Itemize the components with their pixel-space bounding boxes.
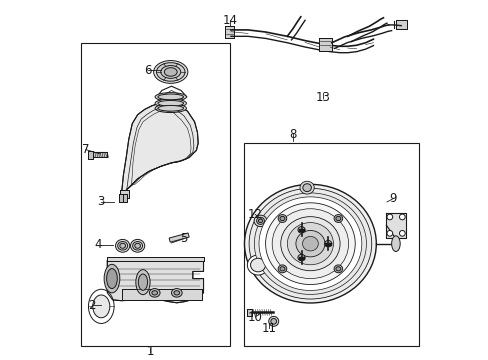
- Text: 13: 13: [315, 91, 329, 104]
- Polygon shape: [225, 26, 233, 38]
- Ellipse shape: [118, 242, 127, 250]
- Polygon shape: [88, 151, 93, 158]
- Polygon shape: [107, 257, 203, 261]
- Ellipse shape: [158, 94, 183, 100]
- Text: 10: 10: [247, 311, 262, 324]
- Ellipse shape: [244, 184, 376, 303]
- Ellipse shape: [130, 239, 144, 252]
- Text: 8: 8: [288, 128, 296, 141]
- Text: 9: 9: [389, 192, 396, 205]
- Bar: [81, 44, 230, 346]
- Ellipse shape: [280, 267, 285, 271]
- Ellipse shape: [287, 222, 333, 265]
- Ellipse shape: [333, 215, 342, 222]
- Bar: [244, 143, 418, 346]
- Ellipse shape: [256, 217, 264, 224]
- Ellipse shape: [280, 216, 285, 221]
- Ellipse shape: [152, 291, 157, 295]
- Text: 3: 3: [98, 195, 105, 208]
- Ellipse shape: [333, 265, 342, 273]
- Ellipse shape: [158, 105, 183, 111]
- Ellipse shape: [161, 66, 181, 78]
- Ellipse shape: [278, 215, 286, 222]
- Ellipse shape: [259, 197, 361, 291]
- Ellipse shape: [280, 217, 339, 271]
- Polygon shape: [123, 194, 127, 202]
- Polygon shape: [119, 194, 122, 202]
- Ellipse shape: [132, 242, 142, 250]
- Polygon shape: [169, 233, 189, 242]
- Ellipse shape: [272, 209, 348, 279]
- Ellipse shape: [158, 100, 183, 106]
- Polygon shape: [120, 189, 128, 198]
- Ellipse shape: [149, 289, 160, 297]
- Ellipse shape: [250, 258, 265, 272]
- Text: 4: 4: [95, 238, 102, 251]
- Ellipse shape: [120, 243, 125, 248]
- Polygon shape: [247, 309, 252, 316]
- Ellipse shape: [299, 181, 314, 194]
- Ellipse shape: [106, 269, 117, 289]
- Ellipse shape: [254, 215, 266, 226]
- Polygon shape: [319, 38, 331, 50]
- Polygon shape: [107, 261, 203, 303]
- Ellipse shape: [115, 239, 129, 252]
- Polygon shape: [92, 152, 107, 157]
- Ellipse shape: [174, 291, 179, 295]
- Ellipse shape: [297, 254, 305, 261]
- Ellipse shape: [270, 319, 276, 324]
- Ellipse shape: [248, 188, 371, 299]
- Ellipse shape: [297, 226, 305, 233]
- Text: 1: 1: [146, 345, 154, 358]
- Ellipse shape: [93, 295, 110, 318]
- Polygon shape: [122, 102, 198, 193]
- Text: 2: 2: [88, 299, 96, 312]
- Ellipse shape: [258, 219, 262, 222]
- Ellipse shape: [278, 265, 286, 273]
- Ellipse shape: [254, 193, 366, 294]
- Ellipse shape: [155, 93, 186, 101]
- Ellipse shape: [164, 68, 177, 76]
- Ellipse shape: [265, 203, 354, 284]
- Ellipse shape: [324, 240, 331, 247]
- Ellipse shape: [295, 230, 324, 257]
- Text: 11: 11: [262, 322, 276, 335]
- Ellipse shape: [335, 267, 340, 271]
- Text: 14: 14: [223, 14, 237, 27]
- Text: 7: 7: [82, 143, 89, 156]
- Ellipse shape: [386, 230, 392, 236]
- Ellipse shape: [171, 289, 182, 297]
- Ellipse shape: [391, 236, 399, 252]
- Ellipse shape: [268, 316, 278, 326]
- Ellipse shape: [335, 216, 340, 221]
- Polygon shape: [395, 20, 406, 29]
- Ellipse shape: [155, 99, 186, 108]
- Text: 12: 12: [247, 208, 262, 221]
- Ellipse shape: [135, 243, 140, 248]
- Ellipse shape: [104, 264, 120, 293]
- Ellipse shape: [399, 230, 405, 236]
- Ellipse shape: [247, 255, 268, 275]
- Ellipse shape: [136, 270, 150, 294]
- Ellipse shape: [88, 289, 114, 324]
- Ellipse shape: [399, 214, 405, 220]
- Text: 6: 6: [144, 64, 152, 77]
- Ellipse shape: [302, 184, 311, 192]
- Text: 5: 5: [180, 232, 187, 245]
- Ellipse shape: [153, 60, 187, 84]
- Ellipse shape: [138, 274, 147, 291]
- Ellipse shape: [386, 214, 392, 220]
- Polygon shape: [122, 289, 202, 300]
- Polygon shape: [386, 213, 405, 238]
- Ellipse shape: [156, 63, 184, 81]
- Ellipse shape: [302, 237, 318, 251]
- Ellipse shape: [155, 104, 186, 113]
